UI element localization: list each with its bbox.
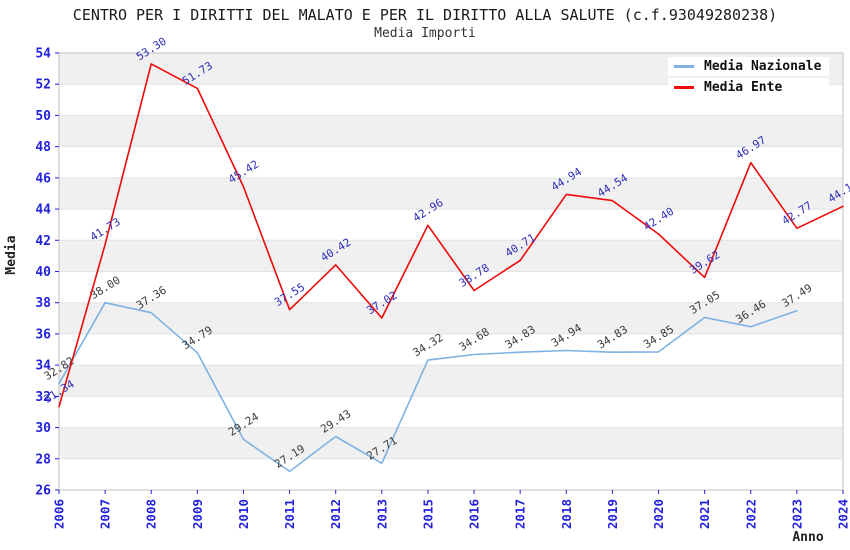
chart-title: CENTRO PER I DIRITTI DEL MALATO E PER IL… xyxy=(72,6,778,24)
y-tick-label: 40 xyxy=(35,265,51,280)
band xyxy=(59,365,843,397)
x-tick-label: 2017 xyxy=(513,499,528,529)
y-tick-label: 44 xyxy=(35,203,51,218)
band xyxy=(59,177,843,210)
band xyxy=(59,209,843,241)
y-tick-label: 48 xyxy=(35,140,51,155)
y-tick-label: 54 xyxy=(35,47,51,62)
legend-swatch-ente-line-icon xyxy=(674,86,694,89)
x-tick-label: 2013 xyxy=(374,499,389,529)
x-tick-label: 2008 xyxy=(144,499,159,529)
x-tick-label: 2010 xyxy=(236,499,251,529)
x-tick-label: 2006 xyxy=(52,499,67,529)
y-tick-label: 50 xyxy=(35,109,51,124)
band xyxy=(59,240,843,272)
band xyxy=(59,271,843,303)
series-line-media-ente xyxy=(58,63,844,408)
legend-item-media-nazionale: Media Nazionale xyxy=(668,57,830,76)
legend-item-media-ente: Media Ente xyxy=(668,78,830,97)
plot-bands xyxy=(59,53,843,490)
x-tick-label: 2018 xyxy=(559,499,574,529)
band xyxy=(59,115,843,147)
y-tick-label: 42 xyxy=(35,234,51,249)
y-tick-label: 52 xyxy=(35,78,51,93)
x-tick-label: 2023 xyxy=(789,499,804,529)
y-tick-label: 36 xyxy=(35,327,51,342)
x-tick-label: 2016 xyxy=(467,499,482,529)
y-tick-label: 32 xyxy=(35,390,51,405)
x-tick-label: 2020 xyxy=(651,499,666,529)
y-tick-label: 28 xyxy=(35,452,51,467)
x-tick-label: 2022 xyxy=(743,499,758,529)
band xyxy=(59,146,843,178)
x-tick-label: 2021 xyxy=(697,499,712,529)
band xyxy=(59,427,843,459)
y-tick-label: 26 xyxy=(35,484,51,499)
x-axis-ticks: 2006 2007 2008 2009 2010 2011 2012 2013 2015 2016… xyxy=(52,490,850,529)
x-tick-label: 2012 xyxy=(328,499,343,529)
x-tick-label: 2011 xyxy=(282,499,297,529)
y-axis-ticks: 26 28 30 32 34 36 38 40 42 44 46 48 50 52 54 xyxy=(35,47,59,499)
x-tick-label: 2015 xyxy=(420,499,435,529)
y-tick-label: 38 xyxy=(35,296,51,311)
x-tick-label: 2009 xyxy=(190,499,205,529)
legend-swatch-nazionale-line-icon xyxy=(674,65,694,68)
series-line-media-nazionale xyxy=(58,301,798,473)
band xyxy=(59,458,843,490)
y-tick-label: 30 xyxy=(35,421,51,436)
x-tick-label: 2024 xyxy=(836,499,850,529)
x-tick-label: 2019 xyxy=(605,499,620,529)
legend-label-nazionale: Media Nazionale xyxy=(704,59,822,74)
band xyxy=(59,333,843,366)
band xyxy=(59,302,843,334)
legend: Media Nazionale Media Ente xyxy=(668,57,830,99)
y-tick-label: 34 xyxy=(35,359,51,374)
y-tick-label: 46 xyxy=(35,171,51,186)
legend-label-ente: Media Ente xyxy=(704,80,783,95)
band xyxy=(59,396,843,428)
x-tick-label: 2007 xyxy=(98,499,113,529)
chart-subtitle: Media Importi xyxy=(374,26,476,41)
y-axis-title: Media xyxy=(4,235,19,274)
x-axis-title: Anno xyxy=(792,530,823,545)
